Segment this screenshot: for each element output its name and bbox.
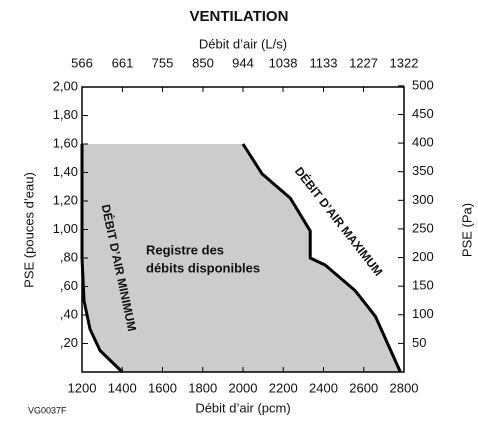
y2-tick-label: 100 xyxy=(412,306,434,321)
y-tick-label: 1,60 xyxy=(53,135,78,150)
y2-tick-label: 450 xyxy=(412,106,434,121)
x2-tick-label: 944 xyxy=(232,55,254,70)
y2-tick-label: 350 xyxy=(412,163,434,178)
x-tick-label: 2800 xyxy=(390,380,419,395)
y-tick-label: 1,40 xyxy=(53,164,78,179)
available-range xyxy=(82,144,401,372)
y-tick-label: ,60 xyxy=(60,278,78,293)
x2-tick-label: 755 xyxy=(152,55,174,70)
y-tick-label: 1,20 xyxy=(53,192,78,207)
x-tick-label: 2200 xyxy=(269,380,298,395)
x2-tick-label: 850 xyxy=(192,55,214,70)
top-axis-label: Débit d’air (L/s) xyxy=(199,36,287,51)
y2-tick-label: 250 xyxy=(412,220,434,235)
y2-axis-label: PSE (Pa) xyxy=(459,203,474,257)
figure-code: VG0037F xyxy=(28,405,67,415)
x-tick-label: 1200 xyxy=(68,380,97,395)
range-annotation: Registre des xyxy=(146,242,224,257)
x-tick-label: 2000 xyxy=(229,380,258,395)
chart-title: VENTILATION xyxy=(190,8,289,25)
x-tick-label: 1400 xyxy=(108,380,137,395)
y2-tick-label: 500 xyxy=(412,77,434,92)
curve xyxy=(80,144,124,374)
curve xyxy=(241,143,402,373)
x2-tick-label: 566 xyxy=(71,55,93,70)
y-tick-label: 2,00 xyxy=(53,78,78,93)
x2-tick-label: 1133 xyxy=(310,55,338,70)
y-tick-label: ,80 xyxy=(60,249,78,264)
x2-tick-label: 1038 xyxy=(269,55,298,70)
x-tick-label: 2400 xyxy=(309,380,338,395)
y-tick-label: ,20 xyxy=(60,335,78,350)
y-tick-label: ,40 xyxy=(60,306,78,321)
x-tick-label: 1800 xyxy=(188,380,217,395)
x-tick-label: 1600 xyxy=(148,380,177,395)
x-tick-label: 2600 xyxy=(349,380,378,395)
y2-tick-label: 300 xyxy=(412,192,434,207)
y2-tick-label: 200 xyxy=(412,249,434,264)
x2-tick-label: 1227 xyxy=(349,55,378,70)
y-tick-label: 1,00 xyxy=(53,221,78,236)
x2-tick-label: 1322 xyxy=(390,55,419,70)
y2-tick-label: 150 xyxy=(412,278,434,293)
y2-tick-label: 50 xyxy=(412,335,426,350)
y2-tick-label: 400 xyxy=(412,135,434,150)
x-axis-label: Débit d’air (pcm) xyxy=(195,400,290,415)
x2-tick-label: 661 xyxy=(112,55,134,70)
y-tick-label: 1,80 xyxy=(53,107,78,122)
range-annotation: débits disponibles xyxy=(146,260,260,275)
y-axis-label: PSE (pouces d’eau) xyxy=(21,172,36,288)
